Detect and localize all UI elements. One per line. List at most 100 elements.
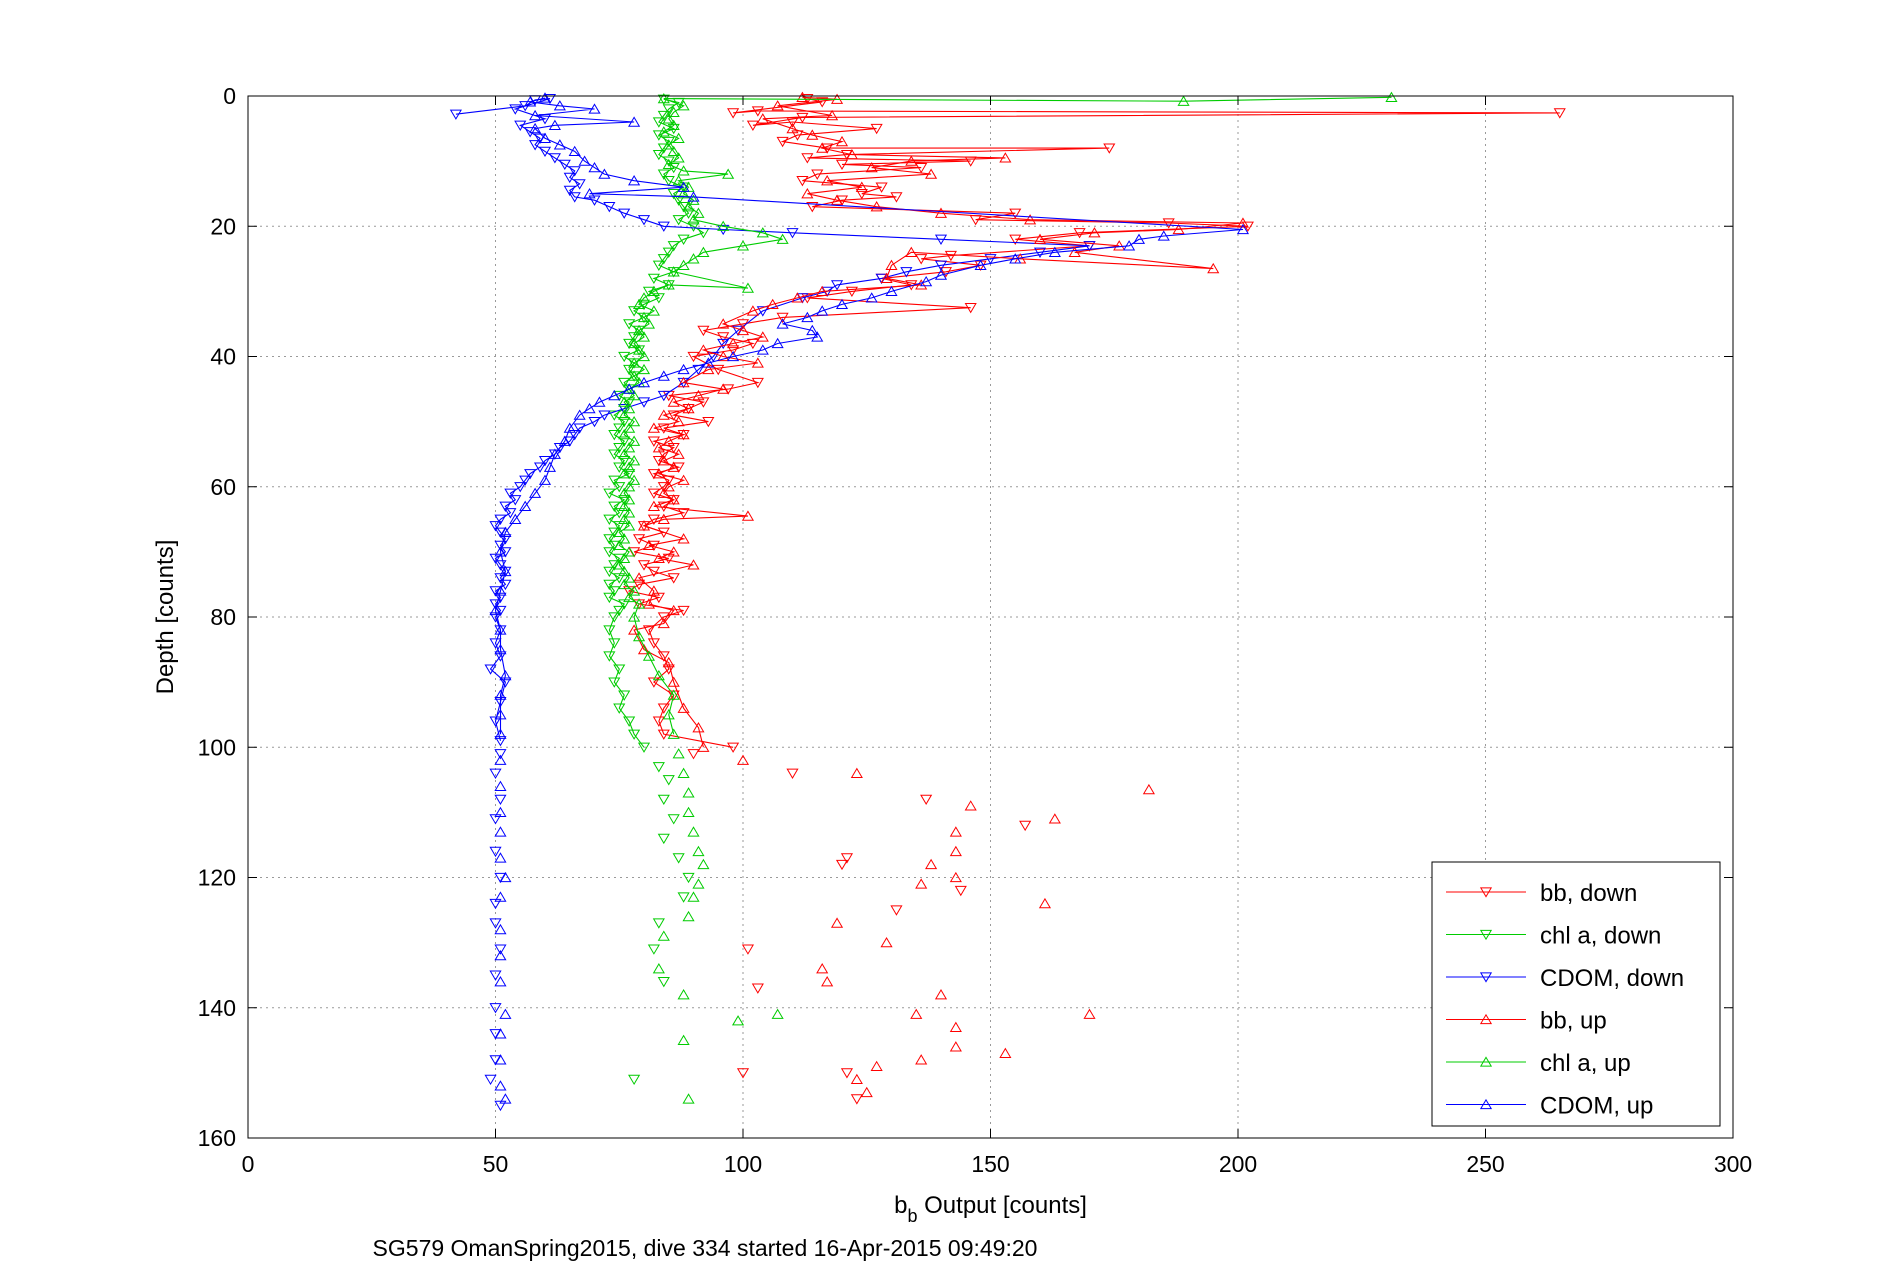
- x-axis-label: bb Output [counts]: [894, 1192, 1087, 1226]
- series-group: [613, 91, 1398, 1104]
- data-point-chl-a-up: [677, 165, 690, 176]
- data-point-cdom-down: [538, 456, 552, 467]
- data-point-cdom-down: [568, 429, 581, 441]
- data-point-bb-down: [647, 436, 660, 447]
- data-point-cdom-up: [494, 1054, 507, 1065]
- data-point-cdom-up: [553, 100, 566, 111]
- data-point-cdom-up: [529, 109, 542, 121]
- data-point-bb-up: [845, 148, 858, 160]
- data-point-cdom-down: [489, 521, 502, 532]
- data-point-bb-down: [727, 108, 740, 119]
- data-point-bb-up: [905, 155, 918, 166]
- data-point-bb-up: [949, 1021, 962, 1032]
- data-point-cdom-up: [494, 728, 507, 739]
- data-point-cdom-up: [583, 402, 596, 414]
- data-point-bb-down: [647, 566, 660, 578]
- data-point-cdom-down: [603, 202, 616, 213]
- data-point-chl-a-down: [613, 462, 626, 473]
- data-point-bb-down: [801, 153, 814, 164]
- data-point-bb-up: [934, 989, 948, 1000]
- data-point-chl-a-down: [652, 149, 665, 161]
- data-point-bb-down: [835, 859, 849, 871]
- data-point-cdom-down: [1033, 247, 1047, 258]
- data-point-bb-up: [925, 858, 938, 870]
- data-point-chl-a-up: [677, 259, 690, 270]
- legend-marker: [1479, 1098, 1493, 1110]
- series-line-cdom-down: [455, 98, 1090, 741]
- data-point-chl-a-up: [687, 194, 700, 205]
- data-point-chl-a-up: [1385, 91, 1398, 102]
- data-point-bb-down: [736, 1068, 750, 1079]
- data-point-chl-a-down: [687, 221, 700, 232]
- data-point-cdom-down: [524, 127, 537, 138]
- data-point-chl-a-down: [608, 638, 621, 649]
- data-point-chl-a-up: [687, 214, 700, 225]
- data-point-cdom-down: [484, 1074, 497, 1086]
- data-point-chl-a-down: [657, 143, 670, 154]
- data-point-cdom-up: [974, 259, 987, 270]
- data-point-bb-down: [1162, 218, 1175, 229]
- data-point-cdom-down: [786, 228, 799, 239]
- data-point-chl-a-down: [618, 351, 631, 363]
- data-point-chl-a-down: [603, 592, 616, 604]
- x-axis-label-subscript: b: [907, 1206, 917, 1226]
- data-point-bb-up: [865, 161, 878, 173]
- data-point-bb-up: [786, 122, 799, 134]
- series-group: [489, 92, 1250, 1104]
- data-point-cdom-up: [865, 292, 878, 303]
- data-point-cdom-down: [637, 397, 651, 408]
- data-point-chl-a-down: [608, 475, 621, 486]
- data-point-chl-a-up: [776, 233, 789, 244]
- data-point-chl-a-up: [647, 285, 660, 297]
- data-point-bb-up: [816, 142, 829, 153]
- data-point-bb-down: [954, 885, 967, 897]
- data-point-bb-up: [1024, 214, 1037, 225]
- legend-marker: [1479, 1013, 1493, 1025]
- data-point-chl-a-down: [613, 443, 626, 454]
- data-point-chl-a-down: [608, 429, 621, 441]
- data-point-cdom-down: [494, 749, 507, 760]
- data-point-bb-up: [652, 442, 665, 453]
- data-point-cdom-down: [509, 104, 522, 115]
- data-point-bb-up: [667, 604, 680, 616]
- data-point-chl-a-up: [717, 220, 730, 231]
- data-point-chl-a-up: [618, 448, 631, 459]
- data-point-chl-a-up: [623, 507, 636, 518]
- data-point-bb-up: [667, 676, 680, 687]
- data-point-chl-a-up: [618, 533, 631, 544]
- figure-caption: SG579 OmanSpring2015, dive 334 started 1…: [373, 1235, 1038, 1261]
- data-point-bb-down: [1103, 143, 1116, 154]
- data-point-bb-down: [920, 794, 933, 806]
- data-point-cdom-up: [499, 565, 512, 577]
- data-point-bb-up: [662, 481, 675, 492]
- data-point-chl-a-down: [618, 436, 631, 447]
- data-point-bb-up: [1142, 783, 1155, 795]
- data-point-bb-down: [657, 729, 670, 740]
- data-point-cdom-up: [628, 116, 641, 127]
- data-point-cdom-down: [984, 254, 997, 265]
- data-point-bb-up: [915, 878, 928, 889]
- data-point-bb-up: [816, 963, 829, 974]
- data-point-cdom-up: [623, 383, 636, 394]
- data-point-bb-up: [667, 494, 680, 505]
- data-point-cdom-up: [885, 285, 898, 297]
- data-point-cdom-down: [900, 267, 913, 278]
- data-point-bb-up: [736, 754, 750, 765]
- data-point-cdom-down: [494, 540, 507, 552]
- data-point-bb-up: [667, 546, 680, 557]
- data-point-bb-up: [1207, 262, 1220, 274]
- data-point-chl-a-up: [667, 119, 680, 130]
- data-point-cdom-up: [499, 526, 512, 537]
- data-point-cdom-up: [494, 780, 507, 791]
- data-point-chl-a-up: [652, 963, 665, 974]
- series-line-bb-up: [633, 96, 1244, 748]
- data-point-chl-a-up: [677, 188, 690, 199]
- data-point-chl-a-up: [628, 474, 641, 485]
- data-point-cdom-down: [489, 970, 502, 981]
- data-point-bb-up: [1088, 227, 1101, 238]
- data-point-bb-up: [662, 656, 675, 668]
- data-point-cdom-up: [494, 709, 507, 720]
- data-point-chl-a-up: [667, 266, 680, 277]
- data-point-cdom-down: [637, 215, 651, 226]
- legend-marker: [1479, 1056, 1493, 1067]
